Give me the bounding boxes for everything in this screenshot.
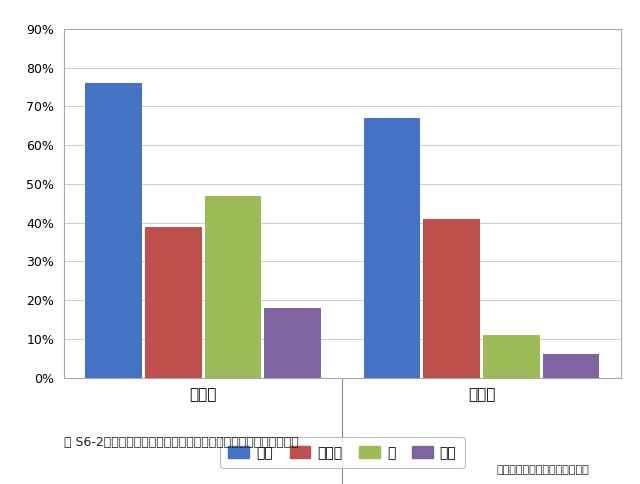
Bar (85, 83, 142, 378)
Bar (483, 335, 540, 378)
Bar (205, 196, 261, 378)
Bar (364, 118, 420, 378)
Text: （学校種別）（複数回答あり）: （学校種別）（複数回答あり） (496, 465, 589, 475)
Legend: 動画, 静止画, 音, 文字: 動画, 静止画, 音, 文字 (220, 438, 465, 468)
Bar (424, 219, 480, 378)
Bar (145, 227, 202, 378)
Bar (543, 354, 600, 378)
Text: 図 S6-2　コンテンツサーバに保存している教材の種類別学校数２: 図 S6-2 コンテンツサーバに保存している教材の種類別学校数２ (64, 436, 299, 449)
Bar (264, 308, 321, 378)
